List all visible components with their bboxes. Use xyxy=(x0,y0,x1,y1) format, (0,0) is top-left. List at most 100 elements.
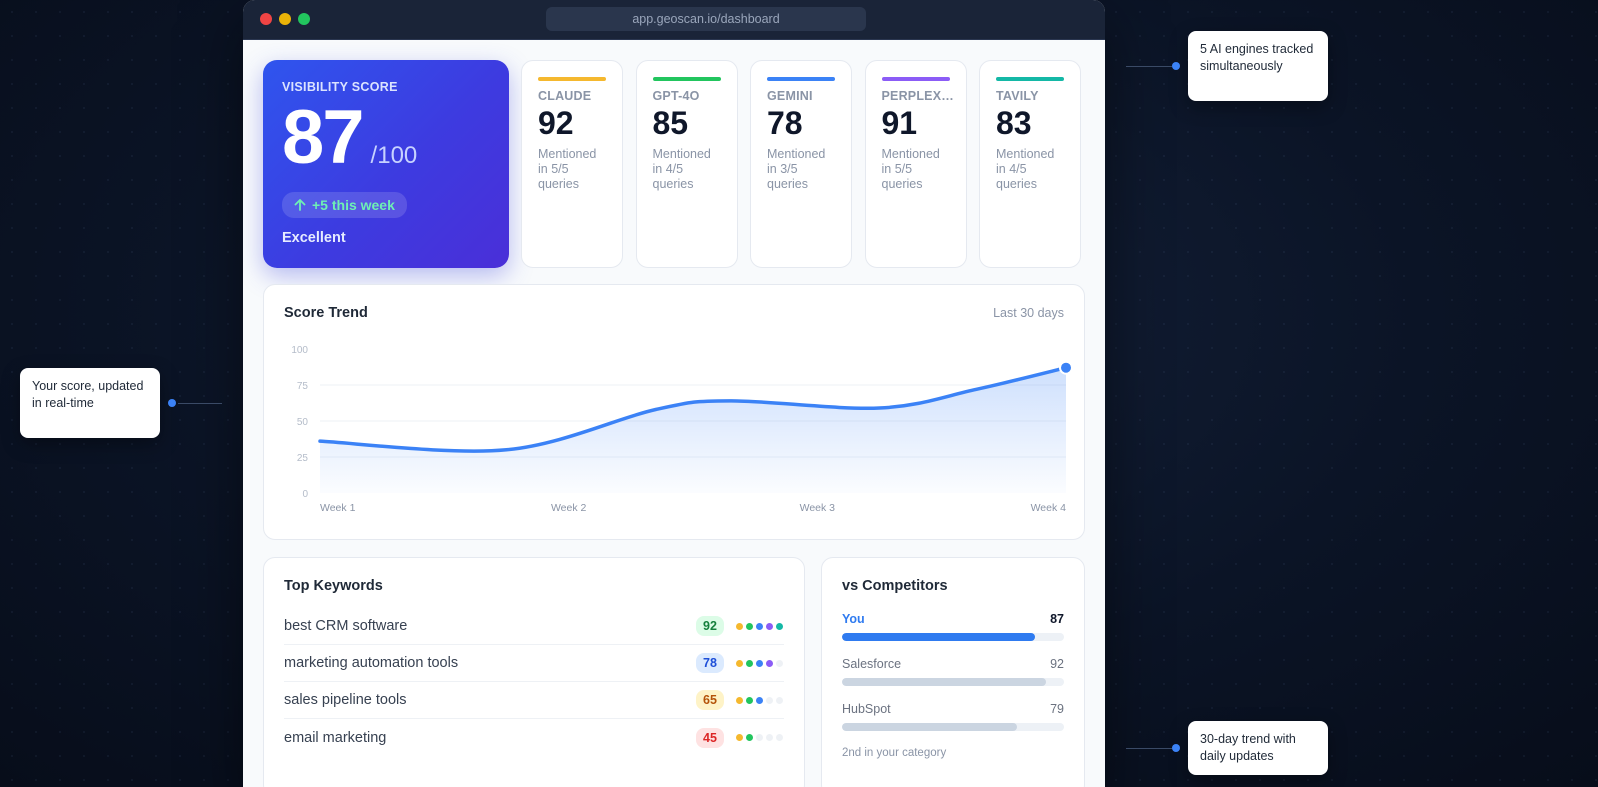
engine-mentions: Mentioned in 5/5 queries xyxy=(538,147,597,191)
competitors-card: vs Competitors You 87 Salesforce 92 HubSpot 7… xyxy=(821,557,1085,787)
score-rating: Excellent xyxy=(282,230,346,246)
engine-mention-dot xyxy=(776,622,783,630)
competitor-header: Salesforce 92 xyxy=(842,657,1064,671)
y-tick-label: 100 xyxy=(291,345,308,356)
keyword-text: sales pipeline tools xyxy=(284,692,407,708)
engine-name: GPT-4O xyxy=(652,89,700,103)
engine-mention-dot xyxy=(736,659,743,667)
visibility-score-card: VISIBILITY SCORE 87 /100 +5 this week Ex… xyxy=(263,60,509,268)
engine-color-bar xyxy=(996,77,1064,81)
close-window-button[interactable] xyxy=(260,13,272,25)
maximize-window-button[interactable] xyxy=(298,13,310,25)
x-tick-label: Week 2 xyxy=(551,502,587,514)
engine-mention-dot xyxy=(776,696,783,704)
keyword-engine-dots xyxy=(736,696,784,704)
engine-mentions: Mentioned in 4/5 queries xyxy=(652,147,711,191)
y-tick-label: 75 xyxy=(297,381,309,392)
callout-trend-connector xyxy=(1126,748,1172,749)
competitor-score: 87 xyxy=(1050,612,1064,626)
callout-engines-connector xyxy=(1126,66,1172,67)
keyword-score-badge: 92 xyxy=(696,616,724,636)
competitor-name: Salesforce xyxy=(842,657,902,671)
engine-mention-dot xyxy=(756,696,763,704)
keyword-engine-dots xyxy=(736,659,784,667)
competitors-list: You 87 Salesforce 92 HubSpot 79 xyxy=(842,612,1064,731)
keyword-row[interactable]: marketing automation tools 78 xyxy=(284,645,784,682)
engine-mention-dot xyxy=(746,622,753,630)
score-trend-card: Score Trend Last 30 days 100 75 50 25 0 Week … xyxy=(263,284,1085,540)
engine-mention-dot xyxy=(766,659,773,667)
keyword-text: best CRM software xyxy=(284,618,408,634)
score-label: VISIBILITY SCORE xyxy=(282,80,398,94)
window-controls xyxy=(260,13,310,25)
competitor-score: 79 xyxy=(1050,702,1064,716)
competitor-bar-track xyxy=(842,723,1064,731)
competitor-header: HubSpot 79 xyxy=(842,702,1064,716)
engine-card-gpt4o[interactable]: GPT-4O 85 Mentioned in 4/5 queries xyxy=(635,60,738,268)
competitor-item: HubSpot 79 xyxy=(842,702,1064,731)
callout-score-dot xyxy=(168,399,176,407)
y-tick-label: 25 xyxy=(297,453,309,464)
engine-score: 83 xyxy=(996,105,1032,141)
engine-mention-dot xyxy=(776,659,783,667)
engine-color-bar xyxy=(538,77,606,81)
competitor-bar-fill xyxy=(842,678,1047,686)
engine-name: PERPLEX… xyxy=(881,89,954,103)
callout-engines: 5 AI engines tracked simultaneously xyxy=(1188,31,1328,101)
competitor-name: HubSpot xyxy=(842,702,891,716)
x-tick-label: Week 1 xyxy=(320,502,356,514)
engine-mention-dot xyxy=(756,659,763,667)
engine-mention-dot xyxy=(766,696,773,704)
score-value: 87 xyxy=(282,95,365,180)
keywords-title: Top Keywords xyxy=(284,578,383,594)
score-delta-text: +5 this week xyxy=(312,197,395,213)
competitor-bar-fill xyxy=(842,633,1036,641)
engine-card-gemini[interactable]: GEMINI 78 Mentioned in 3/5 queries xyxy=(750,60,852,268)
browser-window: app.geoscan.io/dashboard VISIBILITY SCOR… xyxy=(243,0,1105,787)
engine-color-bar xyxy=(767,77,835,81)
competitor-bar-fill xyxy=(842,723,1018,731)
dashboard: VISIBILITY SCORE 87 /100 +5 this week Ex… xyxy=(243,40,1105,787)
engine-color-bar xyxy=(652,77,721,81)
engine-mentions: Mentioned in 4/5 queries xyxy=(996,147,1055,191)
score-max: /100 xyxy=(370,142,418,169)
keyword-score-badge: 45 xyxy=(696,727,724,748)
competitors-footer: 2nd in your category xyxy=(842,747,947,759)
x-tick-label: Week 4 xyxy=(1031,502,1067,514)
keyword-row[interactable]: best CRM software 92 xyxy=(284,608,784,645)
keyword-text: email marketing xyxy=(284,729,387,746)
score-row: 87 /100 xyxy=(282,98,490,178)
keyword-row[interactable]: sales pipeline tools 65 xyxy=(284,682,784,719)
competitor-item: Salesforce 92 xyxy=(842,657,1064,686)
trend-current-point[interactable] xyxy=(1059,360,1073,375)
trend-line xyxy=(318,365,1068,453)
y-tick-label: 50 xyxy=(297,417,309,428)
engine-mention-dot xyxy=(746,696,753,704)
score-trend-chart: 100 75 50 25 0 Week 1 Week 2 Week 3 Week 4 xyxy=(291,345,1073,514)
competitors-title: vs Competitors xyxy=(842,578,948,594)
engine-mentions: Mentioned in 5/5 queries xyxy=(881,147,940,191)
engine-mention-dot xyxy=(746,659,753,667)
engine-card-claude[interactable]: CLAUDE 92 Mentioned in 5/5 queries xyxy=(521,60,623,268)
engine-mention-dot xyxy=(736,734,743,741)
engine-mention-dot xyxy=(766,734,773,741)
browser-titlebar: app.geoscan.io/dashboard xyxy=(243,0,1105,40)
address-bar[interactable]: app.geoscan.io/dashboard xyxy=(546,7,866,31)
score-delta-badge: +5 this week xyxy=(282,192,407,218)
engine-score: 78 xyxy=(767,105,803,141)
engine-mentions: Mentioned in 3/5 queries xyxy=(767,147,826,191)
keyword-row[interactable]: email marketing 45 xyxy=(284,719,784,756)
trend-range-selector[interactable]: Last 30 days xyxy=(993,306,1064,320)
engine-name: TAVILY xyxy=(996,89,1039,103)
engine-mention-dot xyxy=(776,734,783,741)
engine-card-perplex[interactable]: PERPLEX… 91 Mentioned in 5/5 queries xyxy=(864,60,967,268)
engine-score: 85 xyxy=(652,105,689,141)
engine-card-tavily[interactable]: TAVILY 83 Mentioned in 4/5 queries xyxy=(979,60,1081,268)
y-tick-label: 0 xyxy=(302,489,308,500)
callout-score-connector xyxy=(178,403,222,404)
engine-score: 92 xyxy=(538,105,574,141)
competitor-bar-track xyxy=(842,633,1064,641)
engine-mention-dot xyxy=(756,734,763,741)
minimize-window-button[interactable] xyxy=(279,13,291,25)
competitor-bar-track xyxy=(842,678,1064,686)
